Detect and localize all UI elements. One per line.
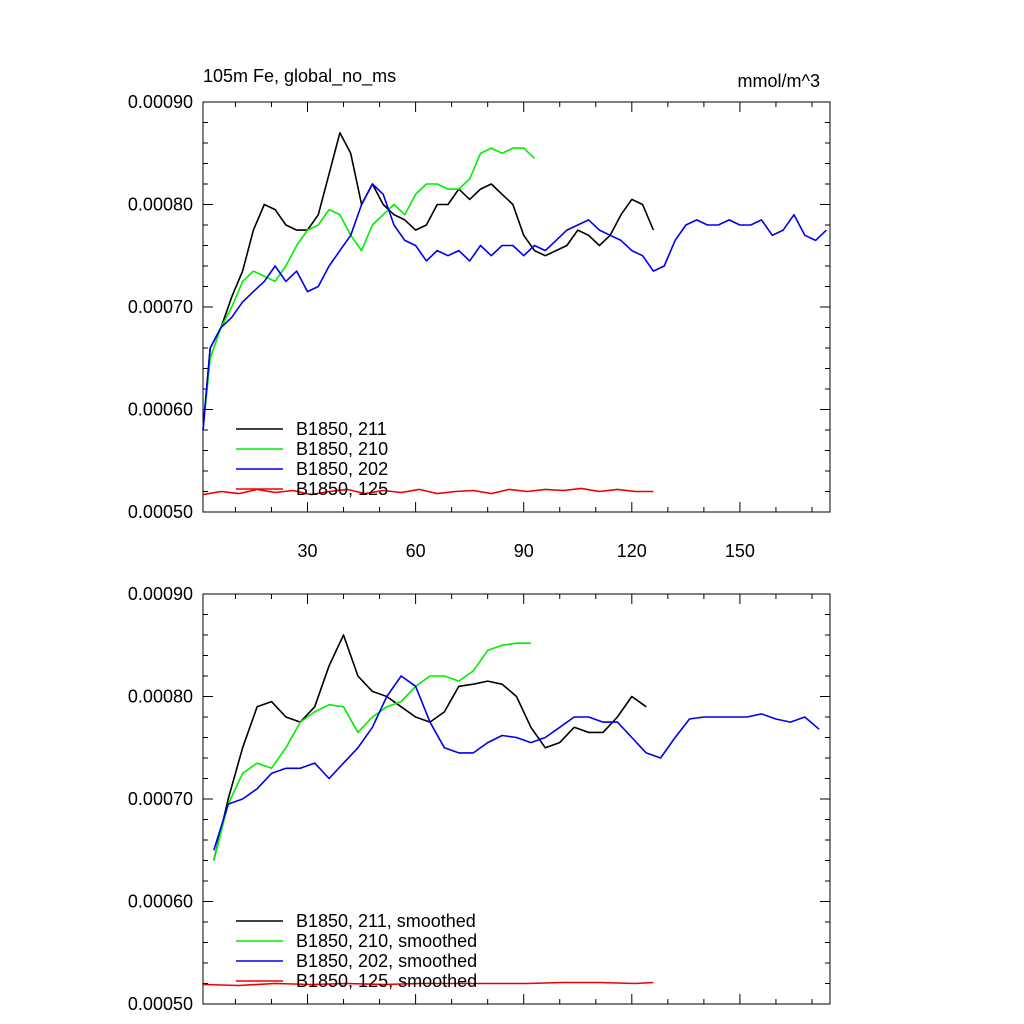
- y-tick-label: 0.00050: [128, 502, 193, 522]
- legend-label: B1850, 125: [296, 479, 388, 499]
- y-tick-label: 0.00080: [128, 195, 193, 215]
- x-tick-label: 30: [297, 541, 317, 561]
- legend-label: B1850, 210, smoothed: [296, 931, 477, 951]
- series-line-2: [202, 183, 827, 431]
- chart-title: 105m Fe, global_no_ms: [203, 66, 396, 87]
- legend-label: B1850, 211: [296, 419, 387, 439]
- units-label: mmol/m^3: [738, 71, 820, 91]
- y-tick-label: 0.00090: [128, 584, 193, 604]
- series-line-3: [202, 487, 654, 496]
- series-line-0: [213, 634, 647, 861]
- legend-label: B1850, 125, smoothed: [296, 971, 477, 991]
- y-tick-label: 0.00070: [128, 297, 193, 317]
- series-line-1: [213, 642, 531, 861]
- bottom-panel: 0.00050 0.00060 0.00070 0.00080 0.00090 B1850…: [128, 584, 831, 1014]
- x-tick-label: 90: [514, 541, 534, 561]
- y-tick-label: 0.00060: [128, 400, 193, 420]
- x-tick-label: 120: [617, 541, 647, 561]
- legend-label: B1850, 210: [296, 439, 388, 459]
- legend-label: B1850, 211, smoothed: [296, 911, 476, 931]
- y-tick-label: 0.00090: [128, 92, 193, 112]
- series-line-2: [213, 675, 820, 851]
- x-tick-label: 60: [406, 541, 426, 561]
- legend-label: B1850, 202: [296, 459, 388, 479]
- y-tick-label: 0.00050: [128, 994, 193, 1014]
- series-line-3: [202, 981, 654, 987]
- series-line-0: [202, 132, 655, 431]
- y-tick-label: 0.00070: [128, 789, 193, 809]
- y-tick-label: 0.00060: [128, 892, 193, 912]
- legend-label: B1850, 202, smoothed: [296, 951, 477, 971]
- top-panel: 0.00050 0.00060 0.00070 0.00080 0.00090 30 60 9…: [128, 66, 831, 561]
- x-tick-label: 150: [725, 541, 755, 561]
- y-tick-label: 0.00080: [128, 687, 193, 707]
- series-line-1: [202, 147, 536, 431]
